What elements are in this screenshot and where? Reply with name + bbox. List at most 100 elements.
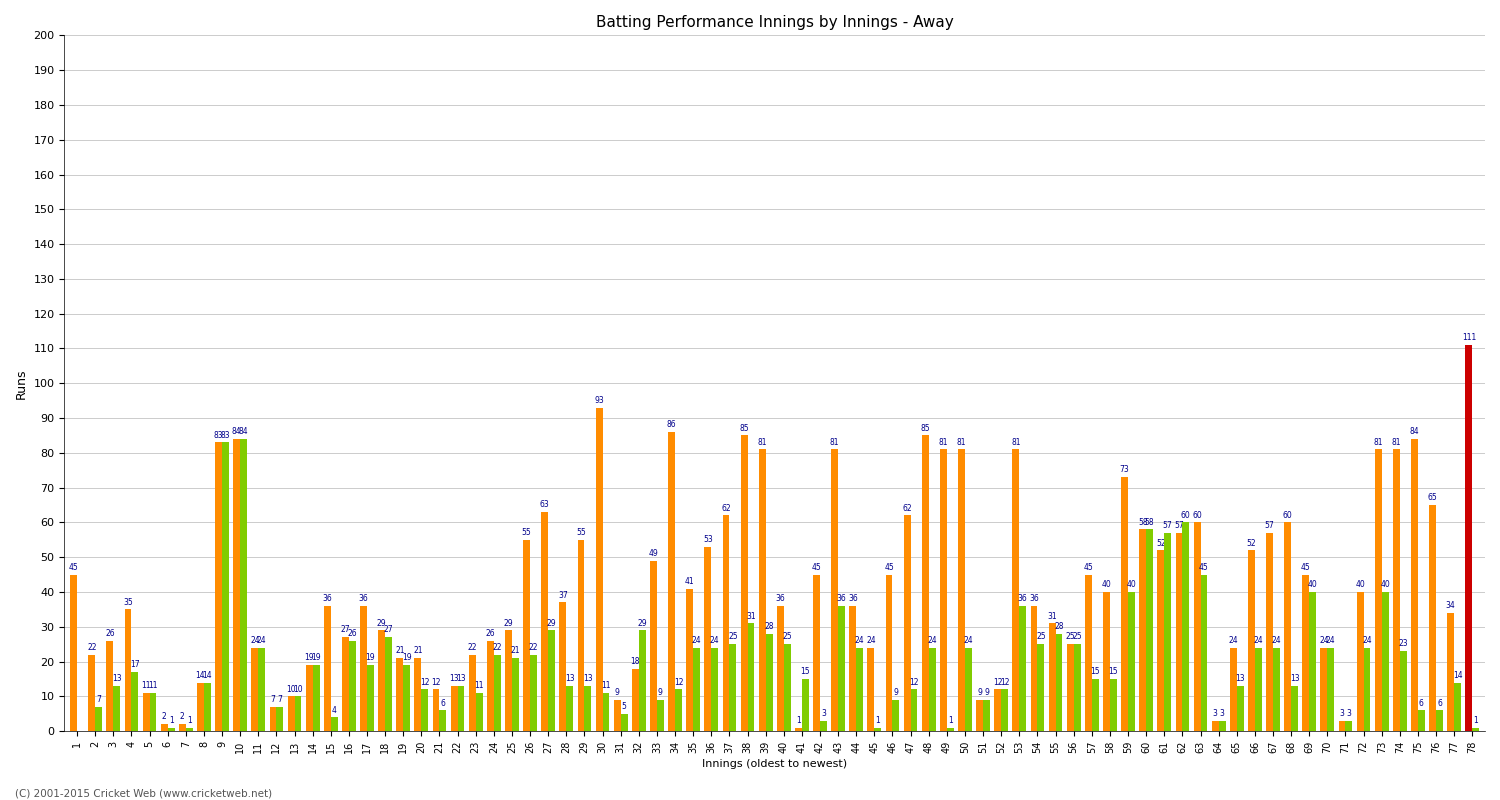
Bar — [476, 693, 483, 731]
Text: 84: 84 — [232, 427, 242, 436]
Text: 31: 31 — [1047, 611, 1058, 621]
Bar — [777, 606, 784, 731]
Bar — [440, 710, 447, 731]
Text: 35: 35 — [123, 598, 134, 606]
Text: 12: 12 — [432, 678, 441, 686]
Text: 57: 57 — [1162, 521, 1173, 530]
Bar — [1110, 679, 1118, 731]
Bar — [1146, 530, 1154, 731]
Text: 27: 27 — [340, 626, 351, 634]
Text: 9: 9 — [658, 688, 663, 697]
Bar — [1074, 644, 1080, 731]
Text: 40: 40 — [1356, 580, 1365, 590]
Bar — [88, 654, 94, 731]
Bar — [524, 540, 530, 731]
Text: 24: 24 — [1254, 636, 1263, 645]
Text: 83: 83 — [214, 430, 223, 440]
Bar — [186, 728, 192, 731]
Text: 81: 81 — [758, 438, 766, 446]
Text: 15: 15 — [1090, 667, 1100, 676]
Text: 18: 18 — [630, 657, 640, 666]
Text: 36: 36 — [1029, 594, 1039, 603]
Text: 13: 13 — [456, 674, 466, 683]
Bar — [1212, 721, 1218, 731]
Bar — [288, 697, 294, 731]
Text: 26: 26 — [486, 629, 495, 638]
Bar — [765, 634, 772, 731]
Text: 14: 14 — [1454, 670, 1462, 680]
Bar — [982, 700, 990, 731]
Bar — [1194, 522, 1200, 731]
Text: 26: 26 — [105, 629, 114, 638]
Text: 9: 9 — [894, 688, 898, 697]
Bar — [903, 515, 910, 731]
Bar — [342, 638, 350, 731]
Bar — [650, 561, 657, 731]
Text: 11: 11 — [141, 681, 152, 690]
Bar — [632, 669, 639, 731]
Bar — [1473, 728, 1479, 731]
Bar — [258, 648, 266, 731]
Text: 52: 52 — [1246, 538, 1256, 547]
Bar — [1182, 522, 1190, 731]
Text: 81: 81 — [830, 438, 840, 446]
Text: 6: 6 — [1437, 698, 1442, 707]
Bar — [668, 432, 675, 731]
Bar — [142, 693, 150, 731]
Bar — [1418, 710, 1425, 731]
Text: 60: 60 — [1282, 510, 1293, 520]
Text: 1: 1 — [948, 716, 952, 725]
Bar — [396, 658, 404, 731]
Bar — [839, 606, 844, 731]
Text: 22: 22 — [492, 643, 502, 652]
Text: 1: 1 — [876, 716, 880, 725]
Text: 14: 14 — [202, 670, 211, 680]
Bar — [368, 665, 374, 731]
Text: 24: 24 — [1362, 636, 1372, 645]
Bar — [294, 697, 302, 731]
Bar — [621, 714, 627, 731]
Text: 9: 9 — [976, 688, 982, 697]
Text: 81: 81 — [1374, 438, 1383, 446]
Bar — [1238, 686, 1244, 731]
Text: 19: 19 — [312, 654, 321, 662]
Text: 41: 41 — [686, 577, 694, 586]
Text: 12: 12 — [909, 678, 920, 686]
Text: 65: 65 — [1428, 494, 1437, 502]
Text: 3: 3 — [1340, 709, 1344, 718]
Text: 1: 1 — [796, 716, 801, 725]
Text: 45: 45 — [69, 563, 78, 572]
Text: 13: 13 — [1290, 674, 1299, 683]
Text: 36: 36 — [1019, 594, 1028, 603]
Text: 24: 24 — [865, 636, 876, 645]
Text: 45: 45 — [1300, 563, 1311, 572]
Text: 36: 36 — [847, 594, 858, 603]
Bar — [1176, 533, 1182, 731]
Text: 15: 15 — [1108, 667, 1118, 676]
Text: 13: 13 — [112, 674, 122, 683]
Bar — [946, 728, 954, 731]
Text: 26: 26 — [348, 629, 357, 638]
Text: 21: 21 — [510, 646, 520, 655]
Bar — [414, 658, 422, 731]
Text: 81: 81 — [1392, 438, 1401, 446]
Bar — [1346, 721, 1353, 731]
Bar — [240, 439, 248, 731]
Text: 24: 24 — [963, 636, 974, 645]
Text: 22: 22 — [468, 643, 477, 652]
Text: 24: 24 — [1228, 636, 1238, 645]
Bar — [530, 654, 537, 731]
Bar — [506, 630, 512, 731]
Bar — [1140, 530, 1146, 731]
Bar — [214, 442, 222, 731]
Text: 21: 21 — [413, 646, 423, 655]
Text: 11: 11 — [148, 681, 158, 690]
Bar — [1084, 574, 1092, 731]
Bar — [1230, 648, 1238, 731]
Text: 25: 25 — [1036, 633, 1046, 642]
Bar — [687, 589, 693, 731]
Bar — [1092, 679, 1098, 731]
Bar — [312, 665, 320, 731]
Bar — [386, 638, 392, 731]
Text: 57: 57 — [1264, 521, 1275, 530]
